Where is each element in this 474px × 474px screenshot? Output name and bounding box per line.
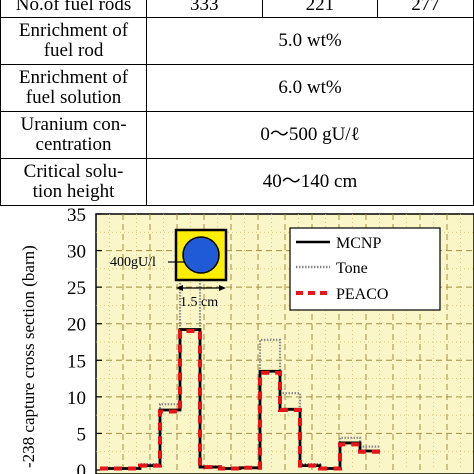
arrow-left-icon	[176, 285, 183, 291]
fuel-rod-icon	[182, 236, 220, 274]
fuel-rods-value-3: 277	[377, 0, 474, 18]
table-row: Uranium con- centration 0～500 gU/ℓ	[0, 111, 474, 159]
legend-label-mcnp: MCNP	[336, 235, 381, 252]
table-row: Critical solu- tion height 40～140 cm	[0, 158, 474, 206]
uranium-value: 0～500 gU/ℓ	[146, 111, 474, 159]
y-tick-label: 20	[67, 315, 86, 336]
legend-label-peaco: PEACO	[336, 286, 388, 303]
row-label-uranium: Uranium con- centration	[0, 111, 148, 159]
y-tick-label: 25	[67, 278, 86, 299]
row-label-height: Critical solu- tion height	[0, 158, 148, 206]
y-tick-label: 15	[67, 351, 86, 372]
legend-label-tone: Tone	[336, 260, 368, 277]
y-tick-label: 10	[67, 388, 86, 409]
label-line: centration	[35, 134, 112, 155]
table-row: Enrichment of fuel rod 5.0 wt%	[0, 17, 474, 65]
y-tick-label: 30	[67, 242, 86, 263]
y-tick-label: 5	[77, 424, 87, 445]
series-lines	[100, 258, 380, 471]
table-row: No.of fuel rods 333 221 277	[0, 0, 474, 18]
arrow-right-icon	[219, 285, 226, 291]
legend: MCNP Tone PEACO	[289, 227, 441, 311]
series-line-mcnp	[100, 328, 380, 470]
height-value: 40～140 cm	[146, 158, 474, 206]
label-line: Enrichment of	[18, 20, 129, 41]
y-tick-label: 35	[67, 205, 86, 226]
row-label-fuel-rods: No.of fuel rods	[0, 0, 148, 18]
y-tick-label: 0	[77, 461, 87, 474]
table-row: Enrichment of fuel solution 6.0 wt%	[0, 64, 474, 112]
row-label-enrichment-solution: Enrichment of fuel solution	[0, 64, 148, 112]
label-line: Enrichment of	[18, 67, 129, 88]
label-line: Critical solu-	[23, 161, 124, 182]
label-line: fuel rod	[43, 40, 104, 61]
concentration-label: 400gU/l	[110, 255, 156, 270]
capture-cross-section-chart: -238 capture cross section (barn) 0 5 10 15…	[19, 205, 474, 474]
label-line: tion height	[32, 181, 115, 202]
enrichment-solution-value: 6.0 wt%	[146, 64, 474, 112]
pitch-label: 1.5 cm	[180, 295, 218, 310]
y-axis-label: -238 capture cross section (barn)	[19, 245, 38, 468]
fuel-rods-value-1: 333	[146, 0, 263, 18]
enrichment-rod-value: 5.0 wt%	[146, 17, 474, 65]
label-line: fuel solution	[25, 87, 122, 108]
row-label-enrichment-rod: Enrichment of fuel rod	[0, 17, 148, 65]
label-line: Uranium con-	[20, 114, 127, 135]
y-axis-ticks: 0 5 10 15 20 25 30 35	[67, 205, 102, 474]
inset-lattice-cell: 400gU/l 1.5 cm	[110, 228, 228, 310]
fuel-rods-value-2: 221	[261, 0, 379, 18]
specification-table: No.of fuel rods 333 221 277 Enrichment o…	[0, 0, 474, 206]
